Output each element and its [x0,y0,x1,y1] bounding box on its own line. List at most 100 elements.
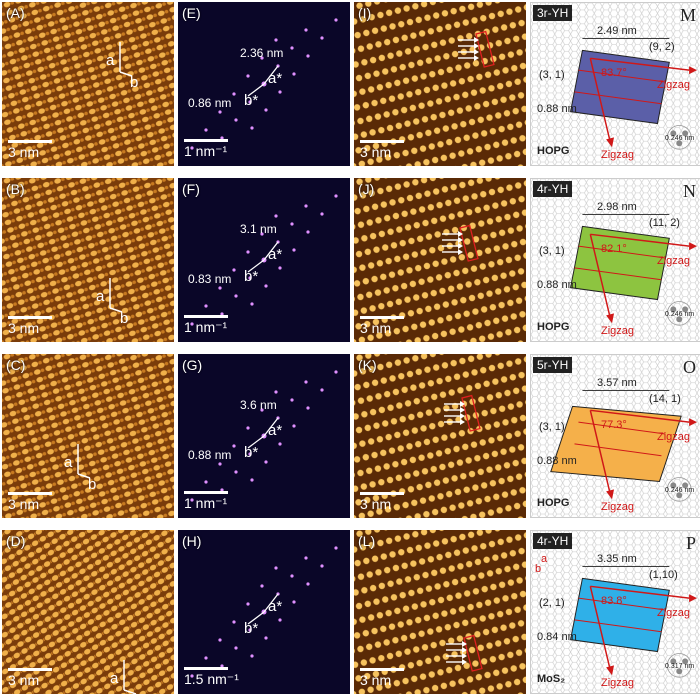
stm-image-panel: (D) a b 3 nm [2,530,174,694]
structure-model-panel: 3r-YH M 2.49 nm (9, 2) (3, 1) 83.7° 0.88 nm Zig… [530,2,700,166]
vector-a-label: a [96,288,105,305]
structure-model-panel: 5r-YH O 3.57 nm (14, 1) (3, 1) 77.3° 0.88 nm Zi… [530,354,700,518]
high-resolution-stm-panel: (K) 3 nm [354,354,526,518]
zigzag-label-2: Zigzag [601,325,635,337]
period-length: 2.49 nm [597,25,637,37]
scale-bar-line [8,140,52,143]
scale-bar-label: 1 nm⁻¹ [184,495,228,511]
spacing-label-1: 3.6 nm [240,398,277,412]
panel-label: (A) [6,5,25,21]
scale-bar-line [8,668,52,671]
period-length: 3.57 nm [597,377,637,389]
row-width: 0.84 nm [537,631,577,643]
scale-bar-line [184,139,228,142]
scale-bar: 3 nm [360,492,404,512]
panel-label: (G) [182,357,203,373]
unit-cell-angle: 83.8° [601,595,627,607]
b-star-label: b* [244,620,259,637]
spacing-label-2: 0.88 nm [188,448,232,462]
scale-bar: 3 nm [8,316,52,336]
fft-panel: (G) 3.6 nm 0.88 nm a* b* 1 nm⁻¹ [178,354,350,518]
chiral-index-1: (11, 2) [649,217,680,229]
chiral-index-1: (1,10) [649,569,678,581]
fft-panel: (H) a* b* 1.5 nm⁻¹ [178,530,350,694]
substrate-label: HOPG [537,321,570,333]
panel-label: (D) [6,533,26,549]
period-length: 2.98 nm [597,201,637,213]
row-width: 0.88 nm [537,455,577,467]
panel-letter: N [683,181,696,201]
vector-a-label: a [110,670,119,687]
unit-cell-angle: 82.1° [601,243,627,255]
scale-bar-label: 1 nm⁻¹ [184,143,228,159]
panel-label: (C) [6,357,26,373]
stm-image-panel: (B) a b 3 nm [2,178,174,342]
vector-b-label: b [88,476,97,493]
scale-bar-line [360,492,404,495]
high-resolution-stm-panel: (J) 3 nm [354,178,526,342]
high-resolution-stm-panel: (L) 3 nm [354,530,526,694]
fft-panel: (F) 3.1 nm 0.83 nm a* b* 1 nm⁻¹ [178,178,350,342]
chiral-index-1: (14, 1) [649,393,681,405]
scale-bar: 3 nm [8,492,52,512]
scale-bar-line [184,667,228,670]
phase-tag: 5r-YH [533,357,573,373]
scale-bar-label: 3 nm [360,672,392,688]
scale-bar-label: 3 nm [8,496,40,512]
lattice-constant: 0.246 nm [665,487,695,494]
panel-label: (L) [358,533,376,549]
scale-bar-label: 3 nm [360,496,392,512]
phase-tag: 4r-YH [533,533,573,549]
zigzag-label-1: Zigzag [657,79,691,91]
panel-label: (K) [358,357,377,373]
lattice-constant: 0.317 nm [665,663,695,670]
chiral-index-1: (9, 2) [649,41,675,53]
panel-letter: O [683,357,696,377]
spacing-label-1: 2.36 nm [240,46,284,60]
zigzag-label-1: Zigzag [657,607,691,619]
panel-letter: M [679,5,696,25]
scale-bar-line [8,316,52,319]
scale-bar: 3 nm [8,668,52,688]
vector-b-label: b [130,74,139,91]
scale-bar-label: 3 nm [8,672,40,688]
b-star-label: b* [244,268,259,285]
substrate-label: HOPG [537,497,570,509]
structure-model-panel: 4r-YH P 3.35 nm (1,10) (2, 1) 83.8° 0.84 nm Zig… [530,530,700,694]
substrate-label: MoS₂ [537,673,566,685]
vector-a-label: a [64,454,73,471]
phase-tag: 3r-YH [533,5,573,21]
zigzag-label-2: Zigzag [601,149,635,161]
scale-bar: 1 nm⁻¹ [184,491,228,512]
vector-b-label: b [120,310,129,327]
vector-a-label: a [106,52,115,69]
panel-label: (H) [182,533,202,549]
lattice-constant: 0.246 nm [665,311,695,318]
inset-a: a [541,553,548,565]
a-star-label: a* [268,70,283,87]
scale-bar-line [184,315,228,318]
inset-b: b [535,563,542,575]
scale-bar: 3 nm [360,668,404,688]
spacing-label-2: 0.83 nm [188,272,232,286]
b-star-label: b* [244,92,259,109]
b-star-label: b* [244,444,259,461]
panel-label: (I) [358,5,372,21]
zigzag-label-1: Zigzag [657,255,691,267]
scale-bar: 1 nm⁻¹ [184,139,228,160]
scale-bar-line [8,492,52,495]
stm-image-panel: (A) a b 3 nm [2,2,174,166]
zigzag-label-1: Zigzag [657,431,691,443]
a-star-label: a* [268,422,283,439]
unit-cell-angle: 77.3° [601,419,627,431]
scale-bar: 3 nm [8,140,52,160]
phase-tag: 4r-YH [533,181,573,197]
scale-bar-line [360,316,404,319]
lattice-constant: 0.246 nm [665,135,695,142]
panel-label: (J) [358,181,375,197]
fft-panel: (E) 2.36 nm 0.86 nm a* b* 1 nm⁻¹ [178,2,350,166]
scale-bar-label: 3 nm [360,144,392,160]
scale-bar: 1.5 nm⁻¹ [184,667,239,688]
panel-label: (F) [182,181,200,197]
